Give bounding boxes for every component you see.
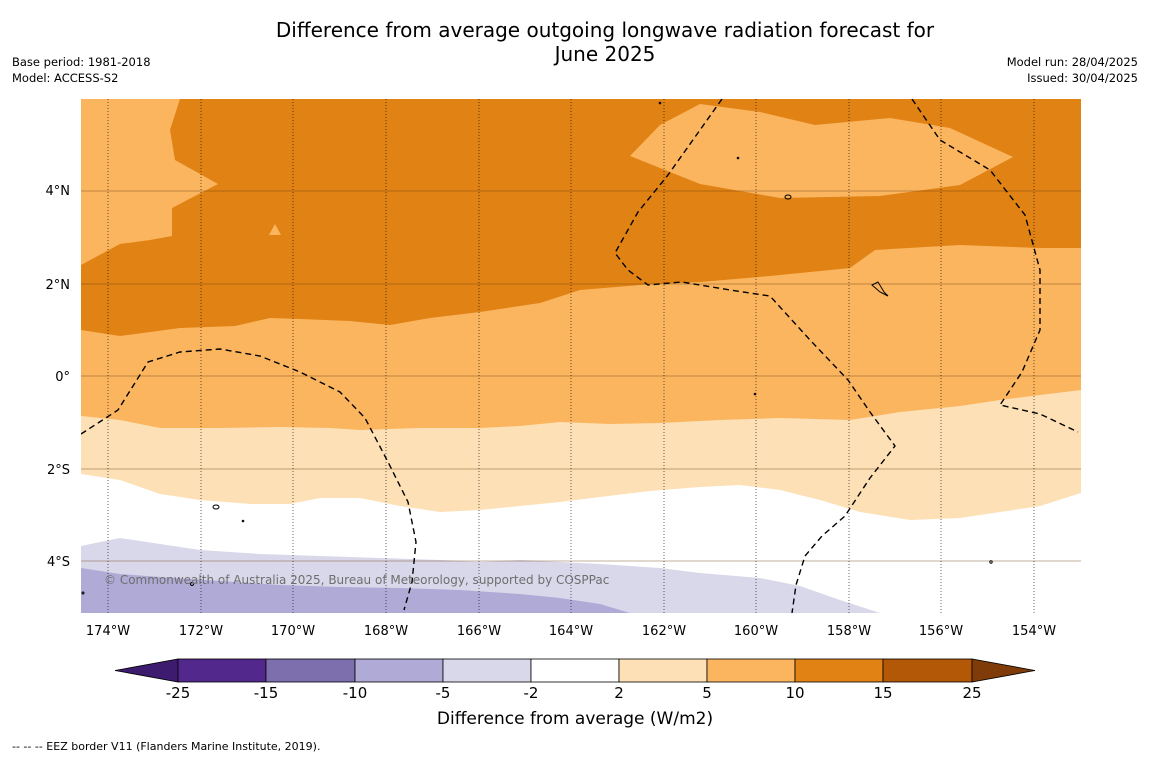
lat-label-4s: 4°S — [47, 555, 70, 570]
lon-label-172w: 172°W — [179, 624, 223, 639]
colorbar-label-minus-10: -10 — [342, 684, 368, 702]
colorbar-segment-9 — [882, 658, 973, 683]
colorbar-label-10: 10 — [785, 684, 805, 702]
colorbar-segment-6 — [618, 658, 708, 683]
colorbar-segment-3 — [354, 658, 444, 683]
anomaly-patch-5-10-northwest — [81, 99, 218, 265]
lon-label-162w: 162°W — [642, 624, 686, 639]
island-outlines — [81, 101, 993, 595]
lon-label-168w: 168°W — [364, 624, 408, 639]
colorbar-arrow-low — [114, 658, 179, 683]
lon-label-158w: 158°W — [827, 624, 871, 639]
anomaly-patch-5-10-small — [269, 224, 281, 235]
lat-label-0: 0° — [55, 370, 70, 385]
colorbar-segment-2 — [265, 658, 356, 683]
colorbar — [114, 658, 1036, 683]
meta-left: Base period: 1981-2018 Model: ACCESS-S2 — [12, 54, 151, 86]
model-run: Model run: 28/04/2025 — [1006, 55, 1138, 69]
anomaly-patch-5-10-northeast — [630, 104, 1013, 198]
colorbar-label-25: 25 — [962, 684, 982, 702]
meta-right: Model run: 28/04/2025 Issued: 30/04/2025 — [1007, 54, 1138, 86]
anomaly-band-minus-10-minus-5 — [81, 568, 630, 613]
title-line-2: June 2025 — [554, 42, 656, 66]
longitude-labels: 174°W 172°W 170°W 168°W 166°W 164°W 162°… — [86, 624, 1056, 639]
lat-label-2s: 2°S — [47, 463, 70, 478]
colorbar-label-5: 5 — [702, 684, 712, 702]
map-copyright: © Commonwealth of Australia 2025, Bureau… — [104, 573, 609, 587]
colorbar-label-15: 15 — [873, 684, 893, 702]
lat-label-4n: 4°N — [46, 184, 71, 199]
colorbar-segment-5 — [530, 658, 620, 683]
colorbar-label-minus-2: -2 — [523, 684, 539, 702]
model-name: Model: ACCESS-S2 — [12, 71, 119, 85]
colorbar-segment-8 — [794, 658, 884, 683]
issued-date: Issued: 30/04/2025 — [1027, 71, 1138, 85]
colorbar-segment-7 — [706, 658, 796, 683]
lon-label-164w: 164°W — [549, 624, 593, 639]
eez-borders — [81, 99, 1079, 613]
latitude-gridlines — [81, 190, 1081, 562]
colorbar-label-minus-15: -15 — [253, 684, 279, 702]
lat-label-2n: 2°N — [46, 278, 71, 293]
map-plot-area — [81, 99, 1081, 613]
colorbar-segment-4 — [442, 658, 532, 683]
title-line-1: Difference from average outgoing longwav… — [275, 18, 935, 42]
base-period: Base period: 1981-2018 — [12, 55, 151, 69]
colorbar-title: Difference from average (W/m2) — [436, 709, 714, 729]
latitude-labels: 4°N 2°N 0° 2°S 4°S — [46, 184, 71, 570]
colorbar-label-2: 2 — [614, 684, 624, 702]
colorbar-segment-1 — [177, 658, 267, 683]
lon-label-166w: 166°W — [457, 624, 501, 639]
colorbar-arrow-high — [971, 658, 1036, 683]
colorbar-label-minus-5: -5 — [435, 684, 451, 702]
eez-footnote: -- -- -- EEZ border V11 (Flanders Marine… — [12, 740, 321, 753]
colorbar-label-minus-25: -25 — [165, 684, 191, 702]
lon-label-156w: 156°W — [919, 624, 963, 639]
lon-label-154w: 154°W — [1012, 624, 1056, 639]
lon-label-170w: 170°W — [271, 624, 315, 639]
map-title: Difference from average outgoing longwav… — [240, 18, 970, 66]
lon-label-160w: 160°W — [734, 624, 778, 639]
lon-label-174w: 174°W — [86, 624, 130, 639]
